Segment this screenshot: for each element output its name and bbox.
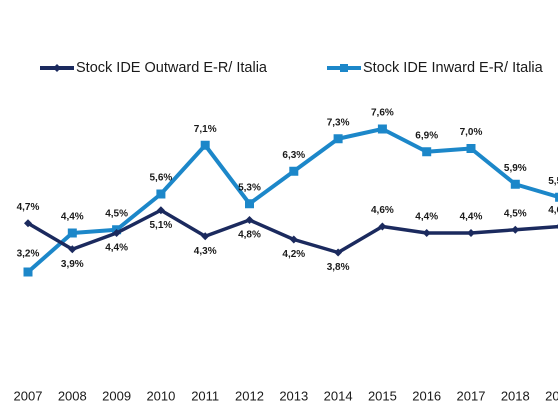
- x-tick-label: 2014: [324, 388, 353, 403]
- data-label: 4,4%: [415, 212, 438, 223]
- data-label: 4,4%: [105, 243, 128, 254]
- point: [511, 225, 520, 234]
- x-tick-label: 2016: [412, 388, 441, 403]
- point: [289, 235, 298, 244]
- data-label: 7,0%: [460, 127, 483, 138]
- data-label: 7,3%: [327, 117, 350, 128]
- legend-label: Stock IDE Inward E-R/ Italia: [363, 60, 544, 76]
- data-label: 4,5%: [504, 208, 527, 219]
- point: [377, 124, 387, 134]
- data-label: 6,3%: [282, 150, 305, 161]
- data-label: 5,3%: [238, 182, 261, 193]
- data-label: 5,6%: [150, 173, 173, 184]
- data-label: 5,9%: [504, 163, 527, 174]
- x-tick-label: 2019: [545, 388, 558, 403]
- x-tick-label: 2011: [191, 388, 219, 403]
- x-tick-label: 2007: [14, 388, 43, 403]
- legend-marker: [340, 64, 348, 72]
- point: [156, 206, 165, 215]
- data-label: 4,7%: [17, 202, 40, 213]
- data-label: 5,1%: [150, 220, 173, 231]
- data-label: 4,3%: [194, 246, 217, 257]
- point: [245, 199, 254, 209]
- point: [422, 147, 432, 157]
- data-label: 4,2%: [282, 249, 305, 260]
- data-label: 6,9%: [415, 130, 438, 141]
- x-tick-label: 2012: [235, 388, 264, 403]
- x-tick-label: 2018: [501, 388, 530, 403]
- data-label: 3,9%: [61, 259, 84, 270]
- point: [67, 228, 77, 238]
- data-label: 4,5%: [105, 208, 128, 219]
- x-tick-label: 2010: [146, 388, 175, 403]
- point: [333, 134, 343, 144]
- point: [422, 229, 431, 237]
- point: [23, 267, 33, 277]
- point: [245, 216, 254, 224]
- point: [156, 189, 166, 199]
- data-label: 4,4%: [460, 212, 483, 223]
- data-label: 3,8%: [327, 262, 350, 273]
- x-tick-label: 2008: [58, 388, 87, 403]
- data-label: 7,6%: [371, 108, 394, 119]
- data-label: 3,2%: [17, 249, 40, 260]
- point: [24, 219, 32, 228]
- data-label: 4,4%: [61, 212, 84, 223]
- point: [466, 144, 476, 153]
- x-tick-label: 2009: [102, 388, 131, 403]
- point: [555, 192, 558, 202]
- x-tick-label: 2015: [368, 388, 397, 403]
- point: [200, 140, 210, 150]
- x-tick-label: 2017: [457, 388, 486, 403]
- point: [68, 245, 77, 254]
- data-label: 4,6%: [371, 205, 394, 216]
- point: [555, 224, 558, 229]
- point: [112, 229, 121, 237]
- point: [289, 166, 299, 176]
- legend-label: Stock IDE Outward E-R/ Italia: [76, 60, 268, 76]
- data-label: 4,6%: [548, 205, 558, 216]
- data-label: 4,8%: [238, 230, 261, 241]
- data-label: 7,1%: [194, 124, 217, 135]
- point: [467, 229, 475, 237]
- point: [510, 179, 520, 189]
- x-tick-label: 2013: [279, 388, 308, 403]
- point: [201, 232, 210, 241]
- point: [378, 222, 387, 231]
- data-label: 5,5%: [548, 176, 558, 187]
- point: [334, 248, 343, 257]
- legend-marker: [53, 64, 61, 72]
